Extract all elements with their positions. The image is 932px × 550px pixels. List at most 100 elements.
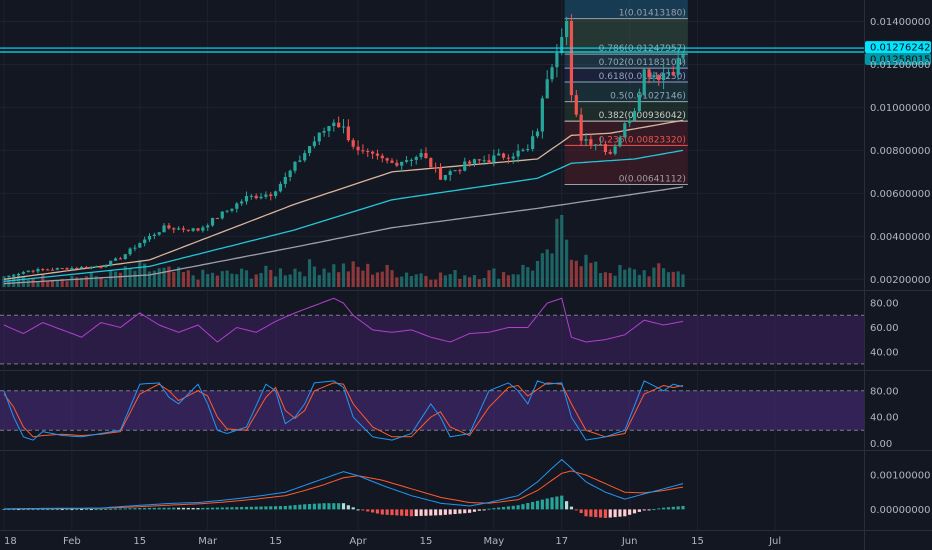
indicator-tick-label: 0.00100000 — [870, 471, 930, 482]
macd-histogram-bar — [472, 509, 477, 512]
volume-bar — [341, 263, 346, 287]
candle-body — [278, 183, 283, 192]
macd-histogram-bar — [55, 509, 59, 511]
volume-bar — [118, 272, 122, 287]
candle-body — [623, 123, 627, 138]
candle-body — [152, 234, 156, 236]
volume-bar — [540, 253, 544, 287]
macd-histogram-bar — [443, 509, 447, 515]
axes: 0.01400000 0.01200000 0.01000000 0.00800000… — [4, 17, 930, 547]
macd-histogram-bar — [181, 507, 186, 510]
candle-body — [404, 160, 409, 162]
candlestick-series — [7, 14, 685, 278]
volume-bar — [477, 279, 481, 287]
volume-bar — [16, 276, 21, 287]
volume-bar — [55, 279, 59, 287]
candle-body — [395, 162, 399, 166]
rsi-band — [0, 315, 864, 364]
indicator-tick-label: 40.00 — [870, 347, 899, 358]
candle-body — [210, 218, 215, 226]
macd-histogram-bar — [366, 509, 370, 512]
volume-bar — [463, 275, 467, 287]
macd-histogram-bar — [579, 509, 583, 514]
candle-body — [637, 94, 641, 112]
candle-body — [70, 267, 74, 270]
macd-histogram-bar — [584, 509, 588, 517]
candle-body — [560, 37, 564, 54]
candle-body — [254, 195, 258, 199]
volume-bar — [322, 268, 326, 287]
volume-bar — [356, 266, 360, 287]
macd-histogram-bar — [477, 509, 481, 511]
macd-histogram-bar — [269, 506, 273, 510]
volume-bar — [225, 270, 229, 287]
volume-bar — [414, 274, 418, 287]
candle-body — [26, 270, 30, 273]
time-tick-label: Feb — [63, 536, 81, 547]
macd-histogram-bar — [346, 505, 350, 510]
volume-bar — [361, 270, 365, 287]
indicator-tick-label: 40.00 — [870, 413, 899, 424]
fib-zone — [564, 101, 688, 122]
macd-histogram-bar — [60, 509, 64, 511]
candle-body — [288, 170, 292, 177]
candle-body — [225, 210, 229, 212]
macd-histogram-bar — [613, 509, 617, 518]
macd-histogram-bar — [434, 509, 438, 516]
moving-averages — [3, 119, 684, 285]
macd-histogram-bar — [220, 507, 224, 510]
volume-bar — [147, 271, 152, 287]
candle-body — [172, 228, 176, 230]
volume-bar — [46, 280, 50, 287]
volume-bar — [104, 279, 108, 287]
volume-bar — [109, 270, 113, 287]
moving-average-line — [3, 149, 684, 283]
time-tick-label: Apr — [349, 536, 367, 547]
candle-body — [269, 194, 273, 196]
volume-bar — [375, 272, 380, 287]
macd-histogram-bar — [380, 509, 384, 515]
macd-histogram-bar — [303, 504, 307, 510]
candle-body — [147, 235, 152, 240]
volume-bar — [657, 263, 661, 287]
macd-histogram-bar — [278, 506, 283, 510]
candle-body — [371, 151, 375, 154]
candle-body — [356, 146, 360, 151]
candle-body — [104, 265, 108, 268]
volume-bar — [2, 276, 6, 287]
candle-body — [613, 146, 617, 154]
macd-histogram-bar — [36, 509, 40, 511]
volume-bar — [637, 274, 641, 287]
fib-level-label: 0(0.00641112) — [619, 175, 686, 185]
candle-body — [676, 57, 680, 75]
volume-bar — [240, 268, 244, 287]
volume-bar — [317, 274, 321, 287]
candle-body — [468, 161, 472, 164]
volume-bar — [603, 272, 607, 287]
candle-body — [366, 151, 370, 153]
macd-histogram-bar — [80, 509, 84, 511]
candle-body — [201, 227, 205, 231]
macd-histogram-bar — [642, 509, 646, 511]
time-tick-label: Jun — [621, 536, 638, 547]
volume-bar — [50, 281, 55, 287]
volume-bar — [424, 275, 428, 287]
price-marker-badge — [865, 52, 931, 65]
volume-bar — [70, 275, 74, 287]
macd-histogram-bar — [312, 503, 316, 510]
fibonacci-retracement[interactable]: 1(0.01413180) 0.786(0.01247957) 0.702(0.01… — [564, 0, 688, 186]
indicator-tick-label: 0.00000000 — [870, 505, 930, 516]
volume-bar — [307, 259, 312, 287]
macd-histogram-bar — [468, 509, 472, 513]
volume-bar — [453, 269, 457, 287]
candle-body — [497, 153, 501, 156]
volume-bar — [138, 261, 142, 287]
macd-histogram-bar — [482, 509, 486, 511]
volume-bar — [434, 279, 438, 287]
macd-histogram-bar — [307, 503, 312, 510]
candle-body — [341, 126, 346, 128]
candle-body — [109, 260, 113, 266]
candle-body — [501, 153, 506, 158]
macd-histogram-bar — [147, 507, 152, 510]
candle-body — [249, 195, 253, 197]
